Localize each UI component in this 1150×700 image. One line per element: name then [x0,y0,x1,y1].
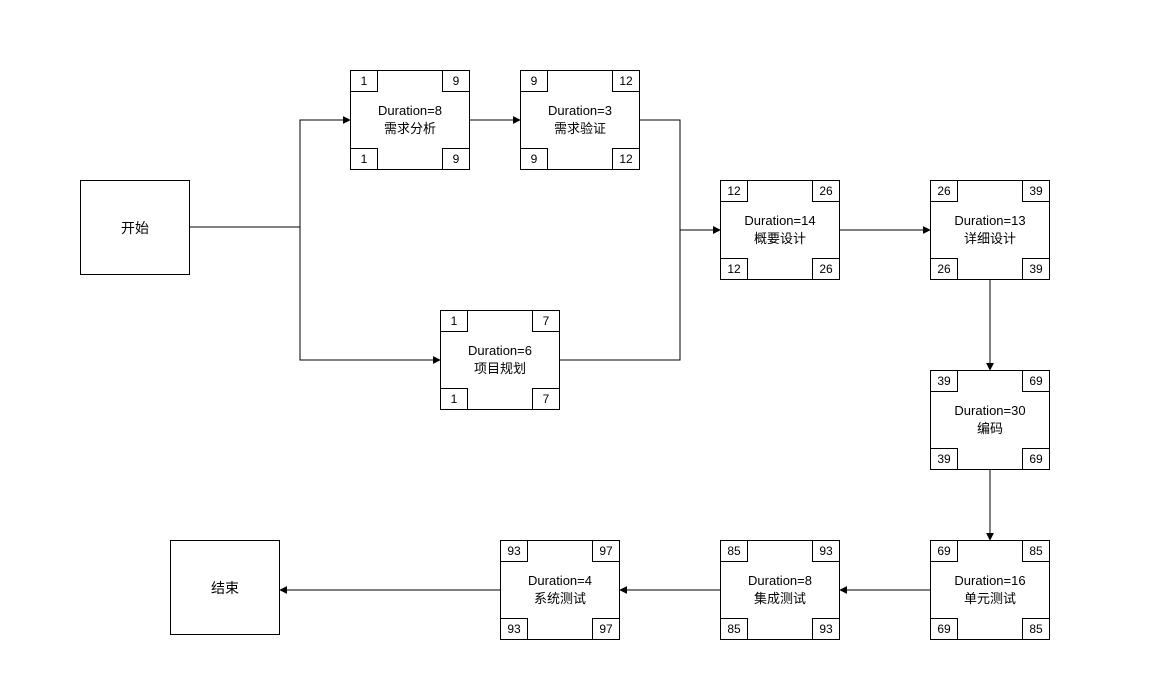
corner-tr: 93 [812,540,840,562]
activity-label: Duration=3需求验证 [521,102,639,138]
edge-start-to-req_analysis [190,120,350,227]
activity-name: 编码 [931,420,1049,438]
activity-name: 需求验证 [521,120,639,138]
activity-label: Duration=30编码 [931,402,1049,438]
edge-plan-to-high_design [560,230,720,360]
corner-tr: 85 [1022,540,1050,562]
corner-tr: 9 [442,70,470,92]
duration-label: Duration=30 [931,402,1049,420]
corner-br: 85 [1022,618,1050,640]
duration-label: Duration=8 [351,102,469,120]
activity-name: 需求分析 [351,120,469,138]
activity-high_design: 12 26 12 26 Duration=14概要设计 [720,180,840,280]
end-label: 结束 [211,578,239,598]
activity-label: Duration=8需求分析 [351,102,469,138]
activity-label: Duration=8集成测试 [721,572,839,608]
corner-bl: 1 [350,148,378,170]
activity-sys_test: 93 97 93 97 Duration=4系统测试 [500,540,620,640]
activity-label: Duration=4系统测试 [501,572,619,608]
corner-bl: 1 [440,388,468,410]
activity-label: Duration=6项目规划 [441,342,559,378]
activity-int_test: 85 93 85 93 Duration=8集成测试 [720,540,840,640]
activity-detail_design: 26 39 26 39 Duration=13详细设计 [930,180,1050,280]
duration-label: Duration=13 [931,212,1049,230]
corner-br: 7 [532,388,560,410]
duration-label: Duration=6 [441,342,559,360]
start-node: 开始 [80,180,190,275]
duration-label: Duration=16 [931,572,1049,590]
activity-label: Duration=13详细设计 [931,212,1049,248]
corner-tr: 7 [532,310,560,332]
corner-br: 93 [812,618,840,640]
corner-bl: 69 [930,618,958,640]
corner-bl: 93 [500,618,528,640]
activity-plan: 1 7 1 7 Duration=6项目规划 [440,310,560,410]
corner-tl: 69 [930,540,958,562]
corner-tl: 1 [440,310,468,332]
activity-name: 集成测试 [721,590,839,608]
activity-name: 概要设计 [721,230,839,248]
activity-name: 系统测试 [501,590,619,608]
activity-label: Duration=14概要设计 [721,212,839,248]
edge-start-to-plan [190,227,440,360]
corner-tl: 85 [720,540,748,562]
corner-br: 97 [592,618,620,640]
corner-tl: 1 [350,70,378,92]
corner-tl: 26 [930,180,958,202]
activity-req_analysis: 1 9 1 9 Duration=8需求分析 [350,70,470,170]
flowchart-canvas: 开始 结束 1919Duration=8需求分析912912Duration=3… [0,0,1150,700]
duration-label: Duration=14 [721,212,839,230]
corner-bl: 12 [720,258,748,280]
corner-br: 26 [812,258,840,280]
edge-req_verify-to-high_design [640,120,720,230]
corner-tr: 97 [592,540,620,562]
corner-br: 9 [442,148,470,170]
activity-label: Duration=16单元测试 [931,572,1049,608]
corner-br: 39 [1022,258,1050,280]
corner-tl: 9 [520,70,548,92]
corner-bl: 9 [520,148,548,170]
corner-tr: 26 [812,180,840,202]
corner-tl: 93 [500,540,528,562]
corner-bl: 26 [930,258,958,280]
corner-tr: 39 [1022,180,1050,202]
activity-unit_test: 69 85 69 85 Duration=16单元测试 [930,540,1050,640]
duration-label: Duration=3 [521,102,639,120]
activity-coding: 39 69 39 69 Duration=30编码 [930,370,1050,470]
corner-bl: 39 [930,448,958,470]
corner-tl: 12 [720,180,748,202]
start-label: 开始 [121,218,149,238]
corner-tr: 69 [1022,370,1050,392]
activity-name: 项目规划 [441,360,559,378]
corner-tr: 12 [612,70,640,92]
activity-req_verify: 9 12 9 12 Duration=3需求验证 [520,70,640,170]
corner-tl: 39 [930,370,958,392]
corner-bl: 85 [720,618,748,640]
duration-label: Duration=4 [501,572,619,590]
end-node: 结束 [170,540,280,635]
corner-br: 69 [1022,448,1050,470]
duration-label: Duration=8 [721,572,839,590]
activity-name: 详细设计 [931,230,1049,248]
activity-name: 单元测试 [931,590,1049,608]
corner-br: 12 [612,148,640,170]
